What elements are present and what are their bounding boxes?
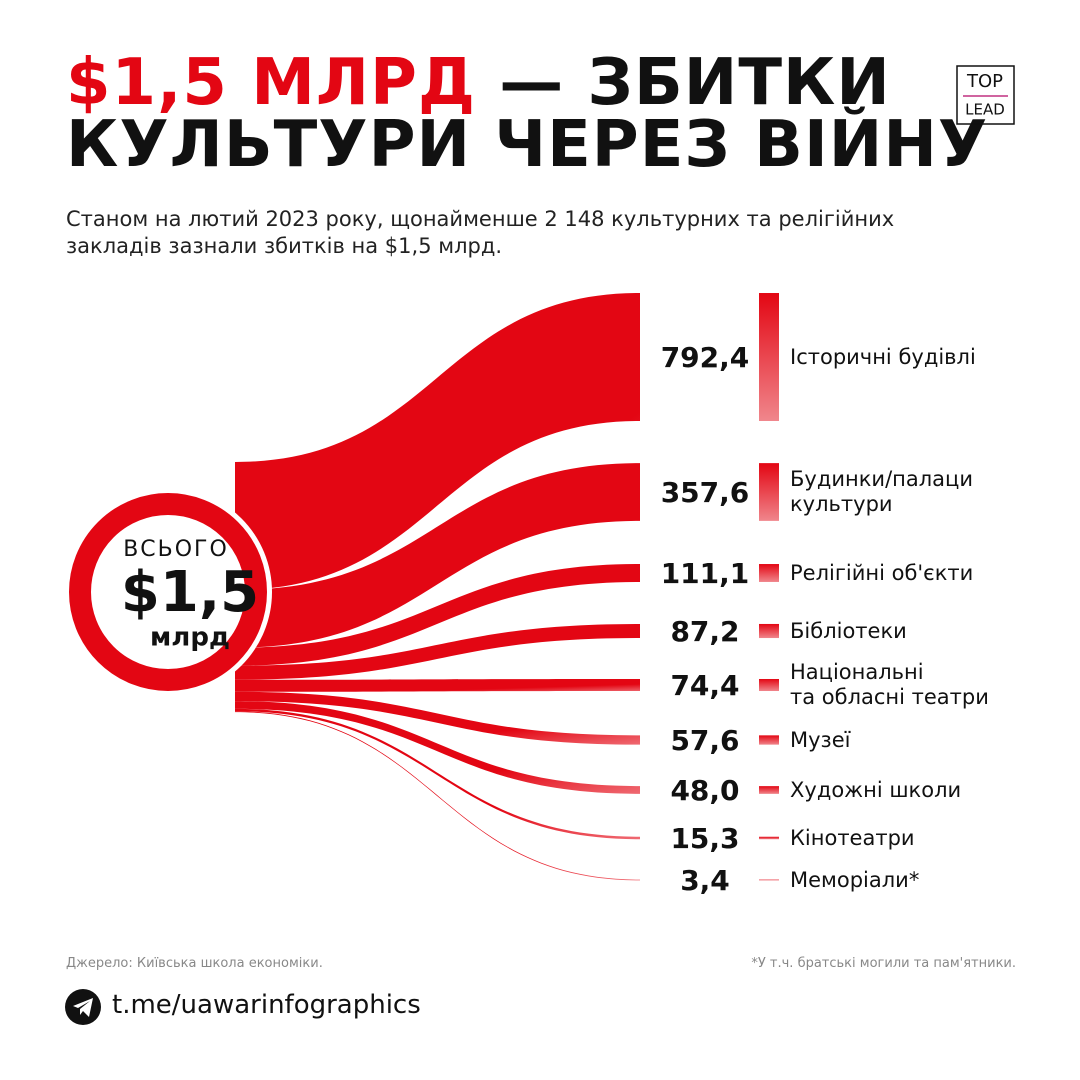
value-label: 57,6 — [670, 723, 740, 757]
value-label: 15,3 — [670, 821, 740, 855]
category-label: Національні та обласні театри — [790, 660, 989, 709]
value-label: 111,1 — [660, 556, 750, 590]
bar — [759, 678, 779, 692]
flow — [235, 623, 640, 680]
bar — [759, 293, 779, 421]
value-label: 48,0 — [670, 773, 740, 807]
logo-bottom: LEAD — [965, 101, 1005, 119]
source: Джерело: Київська школа економіки. — [66, 956, 323, 971]
flow — [235, 293, 640, 590]
flow — [235, 564, 640, 666]
category-label: Музеї — [790, 727, 851, 752]
telegram-plane — [73, 998, 93, 1017]
logo-top: TOP — [966, 71, 1003, 92]
bar — [759, 463, 779, 521]
value-label: 792,4 — [660, 340, 750, 374]
category-label: Кінотеатри — [790, 825, 915, 850]
center-value: $1,5 — [121, 560, 259, 625]
flow — [235, 678, 640, 692]
value-label: 74,4 — [670, 668, 740, 702]
value-label: 357,6 — [660, 475, 750, 509]
bar — [759, 623, 779, 639]
flow — [235, 711, 640, 881]
value-label: 87,2 — [670, 614, 740, 648]
category-label: Бібліотеки — [790, 618, 907, 643]
center-unit: млрд — [150, 623, 230, 653]
bar — [759, 879, 779, 881]
center-top: ВСЬОГО — [123, 537, 229, 562]
flow — [235, 708, 640, 840]
flow — [235, 691, 640, 745]
footnote: *У т.ч. братські могили та пам'ятники. — [751, 956, 1016, 971]
logo-box — [956, 65, 1015, 125]
bar — [759, 564, 779, 582]
category-label: Історичні будівлі — [790, 344, 976, 369]
category-label: Будинки/палаци культури — [790, 467, 973, 516]
title-block: $1,5 МЛРД — ЗБИТКИ КУЛЬТУРИ ЧЕРЕЗ ВІЙНУ — [66, 51, 988, 177]
flow — [235, 463, 640, 648]
center-ring — [69, 493, 267, 691]
bar — [759, 836, 779, 840]
bar — [759, 735, 779, 745]
chart-title: — ЗБИТКИ КУЛЬТУРИ ЧЕРЕЗ ВІЙНУ — [66, 46, 989, 182]
bar — [759, 786, 779, 794]
flow — [235, 701, 640, 794]
subtitle: Станом на лютий 2023 року, щонайменше 2 … — [66, 207, 895, 258]
category-label: Релігійні об'єкти — [790, 560, 974, 585]
title-highlight: $1,5 МЛРД — [66, 46, 476, 120]
value-label: 3,4 — [680, 863, 730, 897]
category-label: Художні школи — [790, 777, 962, 802]
link[interactable]: t.me/uawarinfographics — [112, 990, 421, 1020]
category-label: Меморіали* — [790, 867, 920, 892]
